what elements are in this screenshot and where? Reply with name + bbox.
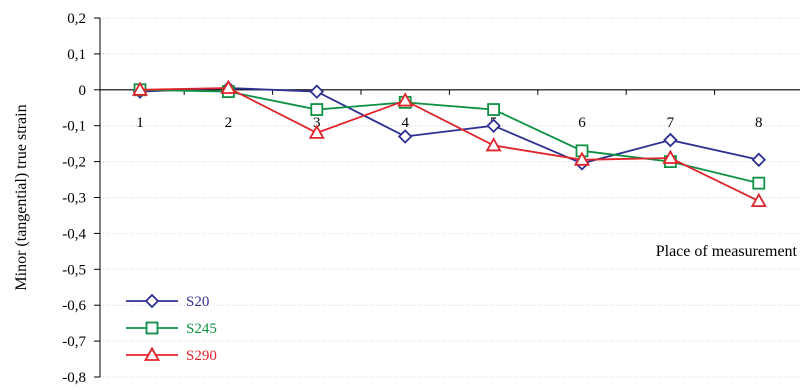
data-point	[143, 346, 161, 361]
y-tick-label: -0,8	[62, 370, 86, 386]
x-tick-label: 6	[578, 115, 586, 131]
legend: S20 S245 S290	[126, 293, 217, 364]
data-point	[662, 149, 679, 164]
y-tick-label: -0,7	[62, 334, 86, 350]
data-point	[310, 103, 324, 116]
data-point	[131, 81, 149, 96]
x-tick-label: 4	[401, 115, 409, 131]
x-tick-label: 1	[136, 115, 144, 131]
data-point	[397, 92, 414, 107]
x-tick-label: 7	[667, 115, 675, 131]
data-point	[485, 137, 502, 152]
data-point	[220, 79, 237, 94]
data-point	[751, 152, 767, 168]
y-tick-label: 0	[79, 83, 87, 99]
y-tick-label: -0,2	[62, 155, 86, 171]
legend-item-S20: S20	[126, 293, 209, 310]
data-point	[309, 84, 325, 99]
x-tick-label: 2	[225, 115, 233, 131]
data-point	[750, 192, 767, 207]
data-point	[752, 176, 766, 190]
y-tick-label: -0,3	[62, 191, 86, 207]
series-line	[139, 87, 759, 165]
data-point	[486, 118, 501, 133]
series	[131, 79, 767, 207]
legend-item-S245: S245	[126, 321, 217, 337]
legend-label: S245	[186, 321, 217, 337]
x-tick-label: 3	[313, 115, 321, 131]
y-tick-label: 0,1	[67, 47, 86, 63]
y-tick-label: -0,6	[62, 298, 86, 314]
series-line	[139, 88, 760, 185]
labels: Minor (tangential) true strain Place of …	[13, 104, 798, 290]
data-point	[144, 293, 160, 309]
y-axis-title: Minor (tangential) true strain	[13, 104, 30, 290]
data-point	[573, 151, 591, 166]
series-line	[139, 87, 760, 202]
series-S290	[131, 79, 767, 207]
y-tick-label: -0,5	[62, 262, 86, 278]
axes: 0,2 0,1 0 -0,1 -0,2 -0,3 -0,4 -0,5 -0,6 -0,7 -0,8 1…	[62, 11, 800, 386]
y-tick-label: -0,1	[62, 119, 86, 135]
data-point	[397, 129, 413, 144]
x-axis-title: Place of measurement	[656, 243, 798, 260]
legend-item-S290: S290	[126, 346, 217, 364]
x-tick-label: 8	[755, 115, 763, 131]
y-tick-label: -0,4	[62, 226, 86, 242]
data-point	[487, 103, 501, 116]
data-point	[663, 132, 678, 148]
legend-label: S20	[186, 294, 209, 310]
data-point	[308, 124, 325, 139]
data-point	[145, 321, 159, 335]
y-tick-label: 0,2	[67, 11, 86, 27]
legend-label: S290	[186, 348, 217, 364]
